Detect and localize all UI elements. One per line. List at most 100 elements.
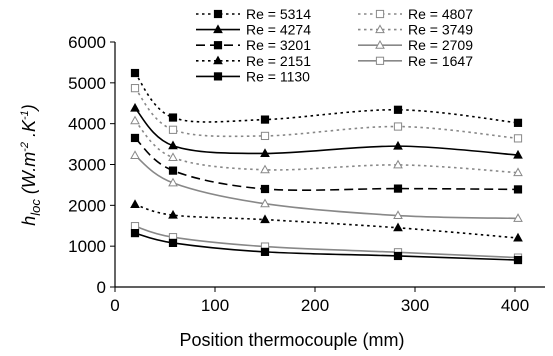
data-point (130, 199, 140, 209)
series-line (134, 72, 519, 124)
data-point (130, 102, 140, 112)
data-point (393, 105, 403, 114)
legend-item: Re = 5314 (196, 6, 311, 22)
legend-label: Re = 3201 (246, 37, 311, 53)
data-point (513, 149, 523, 159)
data-point (260, 148, 270, 157)
data-point (260, 214, 270, 224)
series-line (134, 87, 519, 140)
axes: 0 1000 2000 3000 4000 5000 6000 0 100 200 300 400 (68, 33, 545, 315)
data-point (260, 164, 270, 174)
series (130, 115, 523, 177)
y-tick-label: 5000 (68, 74, 106, 93)
legend-marker (213, 24, 223, 34)
series-line (134, 154, 519, 220)
x-tick-label: 300 (401, 296, 429, 315)
data-point (513, 134, 523, 143)
legend-marker (213, 55, 223, 65)
data-point (168, 140, 178, 150)
data-point (513, 255, 523, 265)
legend-marker (213, 41, 223, 50)
x-tick-label: 200 (301, 296, 329, 315)
legend-marker (375, 56, 385, 65)
x-axis-title: Position thermocouple (mm) (179, 330, 404, 350)
legend-label: Re = 1647 (408, 53, 473, 69)
series (130, 84, 523, 143)
data-point (130, 150, 140, 160)
data-point (130, 115, 140, 125)
series (130, 133, 523, 194)
x-tick-label: 400 (501, 296, 529, 315)
y-tick-label: 2000 (68, 196, 106, 215)
legend-label: Re = 2709 (408, 37, 473, 53)
series (130, 150, 523, 222)
series-line (134, 120, 519, 174)
plot-area (130, 68, 523, 265)
data-point (260, 247, 270, 256)
data-point (168, 177, 178, 187)
data-point (130, 133, 140, 143)
legend-item: Re = 4274 (196, 22, 311, 38)
data-point (513, 185, 523, 194)
legend-label: Re = 4807 (408, 6, 473, 22)
data-point (393, 251, 403, 261)
legend-label: Re = 2151 (246, 53, 311, 69)
data-point (260, 184, 270, 194)
y-tick-label: 1000 (68, 237, 106, 256)
y-axis-title-unit-mid: .K (19, 119, 39, 142)
legend-item: Re = 1647 (358, 53, 473, 69)
data-point (513, 118, 523, 127)
y-axis-title-unit-open: (W.m (19, 152, 39, 199)
series (130, 229, 523, 265)
legend-marker (375, 39, 385, 49)
y-tick-label: 3000 (68, 156, 106, 175)
y-tick-label: 4000 (68, 115, 106, 134)
legend-label: Re = 5314 (246, 6, 311, 22)
y-axis-title: hloc (W.m-2 .K-1) (19, 104, 43, 226)
x-tick-label: 100 (201, 296, 229, 315)
data-point (168, 166, 178, 175)
y-tick-label: 0 (97, 278, 106, 297)
legend-item: Re = 2709 (358, 37, 473, 53)
data-point (513, 167, 523, 177)
y-axis-title-sub: loc (28, 199, 43, 216)
y-axis-title-unit-close: ) (19, 104, 39, 112)
x-tick-label: 0 (110, 296, 119, 315)
legend-marker (213, 9, 223, 19)
data-point (513, 232, 523, 242)
data-point (260, 131, 270, 141)
y-axis-title-exp2: -1 (19, 110, 31, 120)
series-line (134, 232, 519, 261)
data-point (130, 229, 140, 238)
data-point (168, 125, 178, 134)
data-point (393, 122, 403, 131)
data-point (393, 159, 403, 169)
legend-item: Re = 2151 (196, 53, 311, 69)
legend-item: Re = 4807 (358, 6, 473, 22)
legend-item: Re = 3201 (196, 37, 311, 53)
data-point (513, 213, 523, 222)
series-line (134, 203, 519, 239)
data-point (393, 140, 403, 150)
data-point (393, 210, 403, 220)
data-point (393, 222, 403, 232)
series (130, 199, 523, 242)
legend-item: Re = 3749 (358, 22, 473, 38)
legend-marker (213, 72, 223, 81)
series-line (134, 107, 519, 156)
legend-item: Re = 1130 (196, 68, 310, 84)
data-point (168, 209, 178, 219)
data-point (168, 152, 178, 162)
data-point (168, 113, 178, 122)
data-point (393, 184, 403, 193)
series (130, 68, 523, 127)
legend-label: Re = 3749 (408, 22, 473, 38)
data-point (260, 115, 270, 124)
y-axis-title-exp1: -2 (19, 142, 31, 152)
legend-marker (375, 24, 385, 34)
y-tick-label: 6000 (68, 33, 106, 52)
series-line (134, 225, 519, 259)
series-line (134, 137, 519, 192)
